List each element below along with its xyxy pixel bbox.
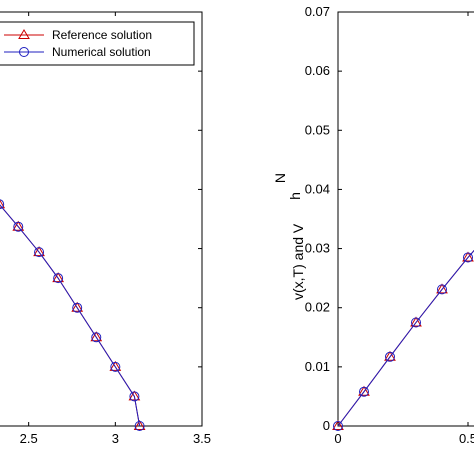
series-line-reference — [337, 249, 474, 427]
x-tick-label: 0 — [334, 431, 341, 446]
y-tick-label: 0 — [323, 418, 330, 433]
y-tick-label: 0.05 — [305, 122, 330, 137]
triangle-marker — [410, 316, 422, 327]
series-line-numerical — [0, 204, 141, 427]
series-line-reference — [0, 204, 141, 427]
x-tick-label: 0.5 — [459, 431, 474, 446]
triangle-marker — [384, 350, 396, 361]
triangle-marker — [90, 331, 103, 342]
axes-frame — [337, 11, 474, 427]
legend-circle-marker — [19, 47, 29, 57]
triangle-marker — [462, 251, 474, 262]
legend-label: Reference solution — [52, 28, 152, 42]
circle-marker — [91, 332, 102, 343]
circle-marker — [411, 317, 421, 328]
circle-marker — [53, 273, 64, 284]
y-axis-label: v(x,T) and V — [290, 223, 306, 300]
x-tick-label: 2.5 — [20, 431, 38, 446]
y-tick-label: 0.03 — [305, 241, 330, 256]
triangle-marker — [12, 220, 25, 231]
circle-marker — [72, 302, 83, 313]
triangle-marker — [436, 283, 448, 294]
circle-marker — [34, 247, 45, 258]
circle-marker — [13, 221, 24, 232]
x-tick-label: 3.5 — [193, 431, 211, 446]
circle-marker — [0, 199, 5, 210]
triangle-marker — [133, 420, 146, 430]
triangle-marker — [0, 199, 6, 209]
series-line-numerical — [337, 249, 474, 427]
circle-marker — [385, 351, 395, 362]
y-tick-label: 0.07 — [305, 4, 330, 19]
legend-box — [0, 21, 195, 66]
y-tick-label: 0.04 — [305, 181, 330, 196]
right-chart-panel: 0 0.5 0 0.01 0.02 0.03 0.04 0.05 0.06 0.07 v(x,T) … — [272, 4, 474, 446]
circle-marker — [129, 391, 140, 402]
circle-marker — [463, 252, 473, 263]
circle-marker — [134, 421, 145, 431]
legend-triangle-marker — [18, 29, 30, 39]
circle-marker — [333, 421, 343, 431]
triangle-marker — [128, 390, 141, 401]
triangle-marker — [52, 272, 65, 283]
y-tick-label: 0.02 — [305, 300, 330, 315]
axes-frame — [0, 11, 203, 427]
legend: Reference solution Numerical solution — [0, 21, 195, 66]
legend-label: Numerical solution — [52, 45, 151, 59]
triangle-marker — [71, 301, 84, 312]
y-tick-label: 0.06 — [305, 63, 330, 78]
circle-marker — [359, 386, 369, 397]
triangle-marker — [358, 385, 370, 396]
x-tick-label: 3 — [112, 431, 119, 446]
circle-marker — [110, 361, 121, 372]
triangle-marker — [332, 420, 344, 430]
triangle-marker — [33, 246, 45, 257]
y-tick-label: 0.01 — [305, 359, 330, 374]
y-axis-label-subscript: h — [287, 192, 303, 200]
triangle-marker — [109, 360, 122, 371]
y-axis-label-superscript: N — [272, 173, 288, 183]
circle-marker — [437, 284, 447, 295]
